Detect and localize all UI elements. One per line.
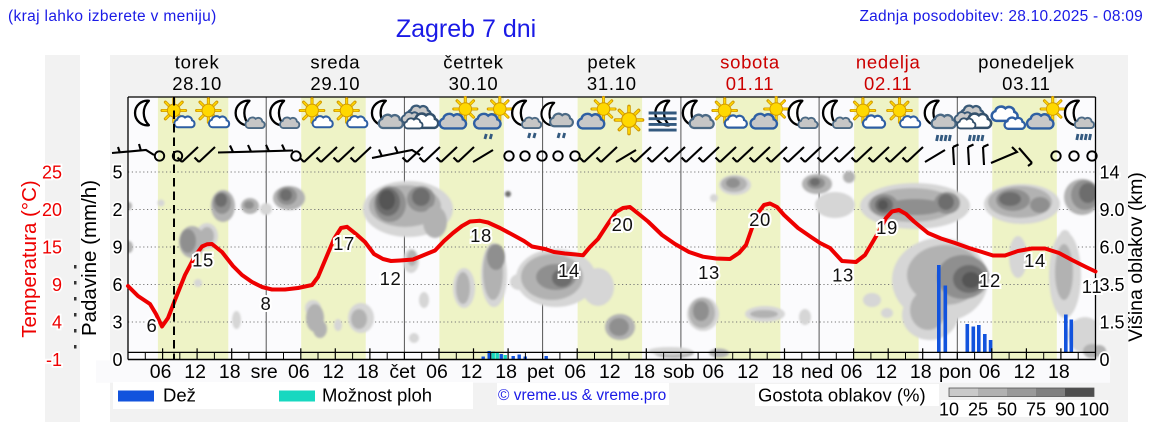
svg-text:17: 17 bbox=[333, 233, 355, 254]
svg-text:100: 100 bbox=[1079, 400, 1109, 420]
svg-text:9.0: 9.0 bbox=[1100, 200, 1125, 220]
svg-text:18: 18 bbox=[470, 225, 492, 246]
svg-text:18: 18 bbox=[633, 361, 655, 383]
svg-text:29.10: 29.10 bbox=[310, 73, 360, 94]
svg-text:0: 0 bbox=[112, 350, 122, 370]
svg-text:20: 20 bbox=[42, 200, 62, 220]
svg-text:10: 10 bbox=[939, 400, 959, 420]
svg-text:6: 6 bbox=[147, 315, 158, 336]
svg-text:30.10: 30.10 bbox=[449, 73, 499, 94]
svg-text:20: 20 bbox=[612, 214, 634, 235]
svg-text:25: 25 bbox=[968, 400, 988, 420]
svg-text:13: 13 bbox=[698, 262, 720, 283]
svg-text:06: 06 bbox=[841, 361, 863, 383]
svg-text:8: 8 bbox=[261, 293, 272, 314]
svg-text:25: 25 bbox=[42, 163, 62, 183]
svg-text:18: 18 bbox=[1048, 361, 1070, 383]
svg-text:06: 06 bbox=[564, 361, 586, 383]
svg-text:Višina oblakov (km): Višina oblakov (km) bbox=[1125, 172, 1147, 342]
svg-text:torek: torek bbox=[175, 52, 220, 73]
svg-text:12: 12 bbox=[599, 361, 621, 383]
svg-text:pet: pet bbox=[527, 361, 555, 383]
svg-text:14: 14 bbox=[558, 260, 580, 281]
svg-text:6: 6 bbox=[112, 275, 122, 295]
svg-text:14: 14 bbox=[1024, 250, 1046, 271]
svg-text:4: 4 bbox=[52, 313, 62, 333]
svg-text:sobota: sobota bbox=[720, 52, 780, 73]
svg-text:06: 06 bbox=[426, 361, 448, 383]
svg-text:06: 06 bbox=[979, 361, 1001, 383]
svg-text:5: 5 bbox=[112, 163, 122, 183]
svg-text:28.10: 28.10 bbox=[172, 73, 222, 94]
svg-text:nedelja: nedelja bbox=[856, 52, 921, 73]
svg-text:18: 18 bbox=[357, 361, 379, 383]
svg-text:06: 06 bbox=[288, 361, 310, 383]
svg-text:(kraj lahko izberete v meniju): (kraj lahko izberete v meniju) bbox=[8, 8, 217, 25]
svg-text:13: 13 bbox=[832, 265, 854, 286]
svg-text:50: 50 bbox=[997, 400, 1017, 420]
svg-text:2: 2 bbox=[112, 200, 122, 220]
svg-text:sreda: sreda bbox=[310, 52, 360, 73]
svg-text:12: 12 bbox=[737, 361, 759, 383]
svg-text:18: 18 bbox=[219, 361, 241, 383]
svg-text:11: 11 bbox=[1082, 276, 1102, 297]
svg-text:18: 18 bbox=[910, 361, 932, 383]
svg-text:6.0: 6.0 bbox=[1100, 238, 1125, 258]
svg-text:18: 18 bbox=[772, 361, 794, 383]
svg-text:9: 9 bbox=[112, 238, 122, 258]
svg-text:ned: ned bbox=[801, 361, 834, 383]
svg-text:90: 90 bbox=[1055, 400, 1075, 420]
svg-text:03.11: 03.11 bbox=[1002, 73, 1050, 94]
svg-text:Možnost ploh: Možnost ploh bbox=[322, 385, 432, 406]
svg-text:15: 15 bbox=[42, 238, 62, 258]
svg-text:četrtek: četrtek bbox=[443, 52, 503, 73]
svg-text:0: 0 bbox=[1100, 350, 1110, 370]
svg-text:Dež: Dež bbox=[163, 385, 196, 406]
svg-text:19: 19 bbox=[876, 217, 898, 238]
svg-text:Zadnja posodobitev: 28.10.2025: Zadnja posodobitev: 28.10.2025 - 08:09 bbox=[859, 8, 1143, 25]
svg-text:20: 20 bbox=[749, 209, 771, 230]
svg-text:12: 12 bbox=[875, 361, 897, 383]
svg-text:12: 12 bbox=[1014, 361, 1036, 383]
svg-text:12: 12 bbox=[322, 361, 344, 383]
svg-text:14: 14 bbox=[1100, 163, 1120, 183]
svg-text:12: 12 bbox=[184, 361, 206, 383]
svg-text:petek: petek bbox=[587, 52, 636, 73]
svg-text:čet: čet bbox=[389, 361, 416, 383]
svg-text:1.5: 1.5 bbox=[1100, 313, 1125, 333]
svg-text:© vreme.us & vreme.pro: © vreme.us & vreme.pro bbox=[498, 387, 666, 404]
svg-text:3: 3 bbox=[112, 313, 122, 333]
svg-text:06: 06 bbox=[703, 361, 725, 383]
svg-text:12: 12 bbox=[380, 268, 402, 289]
svg-text:sob: sob bbox=[663, 361, 695, 383]
svg-text:sre: sre bbox=[251, 361, 278, 383]
svg-text:Temperatura (°C): Temperatura (°C) bbox=[18, 180, 41, 337]
svg-text:ponedeljek: ponedeljek bbox=[978, 52, 1075, 73]
svg-text:06: 06 bbox=[150, 361, 172, 383]
svg-text:Gostota oblakov (%): Gostota oblakov (%) bbox=[758, 385, 926, 406]
svg-text:02.11: 02.11 bbox=[864, 73, 912, 94]
svg-text:Zagreb 7 dni: Zagreb 7 dni bbox=[396, 15, 536, 43]
svg-text:12: 12 bbox=[979, 270, 1001, 291]
svg-text:75: 75 bbox=[1026, 400, 1046, 420]
svg-text:12: 12 bbox=[461, 361, 483, 383]
svg-text:01.11: 01.11 bbox=[726, 73, 774, 94]
svg-text:pon: pon bbox=[939, 361, 972, 383]
svg-text:15: 15 bbox=[192, 250, 214, 271]
svg-text:18: 18 bbox=[495, 361, 517, 383]
svg-text:Padavine (mm/h): Padavine (mm/h) bbox=[78, 180, 101, 336]
svg-text:3.5: 3.5 bbox=[1100, 275, 1125, 295]
svg-text:9: 9 bbox=[52, 275, 62, 295]
svg-text:-1: -1 bbox=[46, 350, 62, 370]
svg-text:31.10: 31.10 bbox=[587, 73, 637, 94]
